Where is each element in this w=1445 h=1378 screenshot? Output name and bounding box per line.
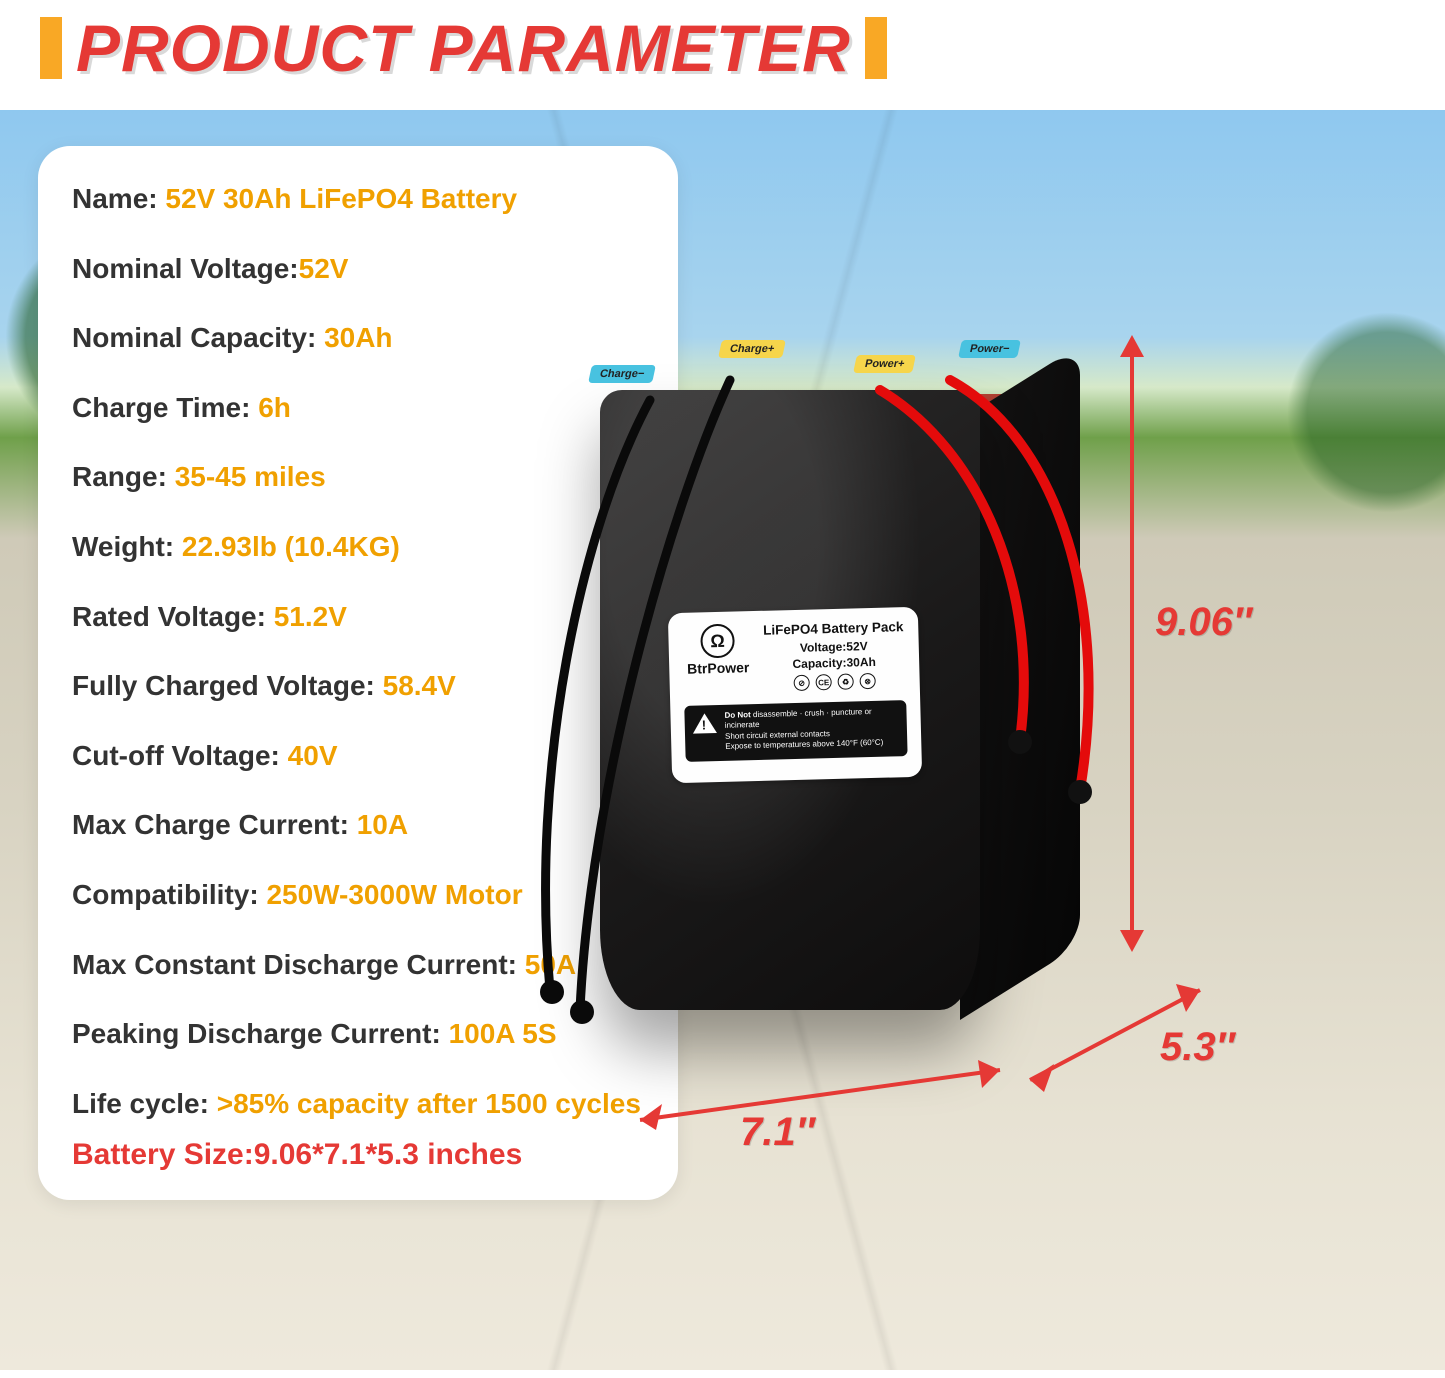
spec-value: 6h	[258, 392, 291, 423]
spec-row: Nominal Voltage:52V	[72, 252, 644, 286]
cert-icon: ♻	[837, 673, 853, 689]
spec-label: Max Charge Current:	[72, 809, 357, 840]
battery-illustration: Ω BtrPower LiFePO4 Battery Pack Voltage:…	[600, 270, 1070, 1090]
spec-value: 35-45 miles	[175, 461, 326, 492]
spec-row: Life cycle: >85% capacity after 1500 cyc…	[72, 1087, 644, 1121]
spec-label: Max Constant Discharge Current:	[72, 949, 525, 980]
spec-value: 40V	[288, 740, 338, 771]
spec-value: 58.4V	[383, 670, 456, 701]
spec-value: 51.2V	[274, 601, 347, 632]
brand-logo-icon: Ω	[700, 624, 735, 659]
arrow-up-icon	[1120, 335, 1144, 357]
header-accent-bar-right	[865, 17, 887, 79]
spec-label: Name:	[72, 183, 165, 214]
warn-do-not: Do Not	[724, 710, 750, 720]
spec-row: Rated Voltage: 51.2V	[72, 600, 644, 634]
tag-charge-plus: Charge+	[718, 340, 786, 358]
header-title: PRODUCT PARAMETER	[76, 10, 851, 86]
spec-value: >85% capacity after 1500 cycles	[217, 1088, 641, 1119]
spec-label: Life cycle:	[72, 1088, 217, 1119]
tag-charge-minus: Charge−	[588, 365, 656, 383]
battery-size-line: Battery Size:9.06*7.1*5.3 inches	[72, 1138, 644, 1172]
dim-width: 7.1″	[740, 1110, 815, 1155]
header: PRODUCT PARAMETER	[0, 0, 1445, 110]
spec-row: Name: 52V 30Ah LiFePO4 Battery	[72, 182, 644, 216]
spec-row: Fully Charged Voltage: 58.4V	[72, 669, 644, 703]
spec-label: Cut-off Voltage:	[72, 740, 288, 771]
spec-label: Peaking Discharge Current:	[72, 1018, 449, 1049]
tag-power-plus: Power+	[853, 355, 916, 373]
spec-row: Cut-off Voltage: 40V	[72, 739, 644, 773]
spec-label: Weight:	[72, 531, 182, 562]
spec-card: Name: 52V 30Ah LiFePO4 Battery Nominal Vo…	[38, 146, 678, 1200]
spec-value: 22.93lb (10.4KG)	[182, 531, 400, 562]
spec-list: Name: 52V 30Ah LiFePO4 Battery Nominal Vo…	[72, 182, 644, 1120]
header-accent-bar-left	[40, 17, 62, 79]
spec-row: Nominal Capacity: 30Ah	[72, 321, 644, 355]
spec-row: Max Constant Discharge Current: 50A	[72, 948, 644, 982]
spec-label: Nominal Capacity:	[72, 322, 324, 353]
spec-row: Max Charge Current: 10A	[72, 808, 644, 842]
spec-row: Weight: 22.93lb (10.4KG)	[72, 530, 644, 564]
warning-triangle-icon	[692, 713, 717, 734]
spec-value: 100A 5S	[449, 1018, 557, 1049]
spec-row: Peaking Discharge Current: 100A 5S	[72, 1017, 644, 1051]
spec-label: Compatibility:	[72, 879, 266, 910]
sticker-title: LiFePO4 Battery Pack	[762, 619, 904, 638]
cert-icon: ⊘	[793, 675, 809, 691]
battery-sticker: Ω BtrPower LiFePO4 Battery Pack Voltage:…	[668, 607, 922, 783]
spec-label: Range:	[72, 461, 175, 492]
spec-value: 30Ah	[324, 322, 392, 353]
spec-value: 250W-3000W Motor	[266, 879, 522, 910]
spec-label: Fully Charged Voltage:	[72, 670, 383, 701]
spec-row: Range: 35-45 miles	[72, 460, 644, 494]
spec-row: Compatibility: 250W-3000W Motor	[72, 878, 644, 912]
spec-value: 50A	[525, 949, 576, 980]
dim-height: 9.06″	[1155, 600, 1252, 645]
sticker-capacity: Capacity:30Ah	[763, 654, 905, 672]
spec-row: Charge Time: 6h	[72, 391, 644, 425]
spec-label: Nominal Voltage:	[72, 253, 299, 284]
scene-background: Name: 52V 30Ah LiFePO4 Battery Nominal Vo…	[0, 110, 1445, 1370]
brand-name: BtrPower	[687, 659, 750, 677]
dim-line-width	[620, 1050, 1040, 1170]
spec-value: 10A	[357, 809, 408, 840]
cert-icon: ⊗	[859, 673, 875, 689]
dim-depth: 5.3″	[1160, 1025, 1235, 1070]
sticker-warning: Do Not disassemble · crush · puncture or…	[684, 700, 907, 761]
spec-label: Charge Time:	[72, 392, 258, 423]
spec-value: 52V	[299, 253, 349, 284]
spec-label: Rated Voltage:	[72, 601, 274, 632]
tag-power-minus: Power−	[958, 340, 1021, 358]
cert-icon: CE	[815, 674, 831, 690]
cert-icons: ⊘ CE ♻ ⊗	[763, 672, 905, 692]
dim-line-height	[1130, 345, 1134, 935]
sticker-voltage: Voltage:52V	[763, 638, 905, 656]
spec-value: 52V 30Ah LiFePO4 Battery	[165, 183, 517, 214]
arrow-down-icon	[1120, 930, 1144, 952]
